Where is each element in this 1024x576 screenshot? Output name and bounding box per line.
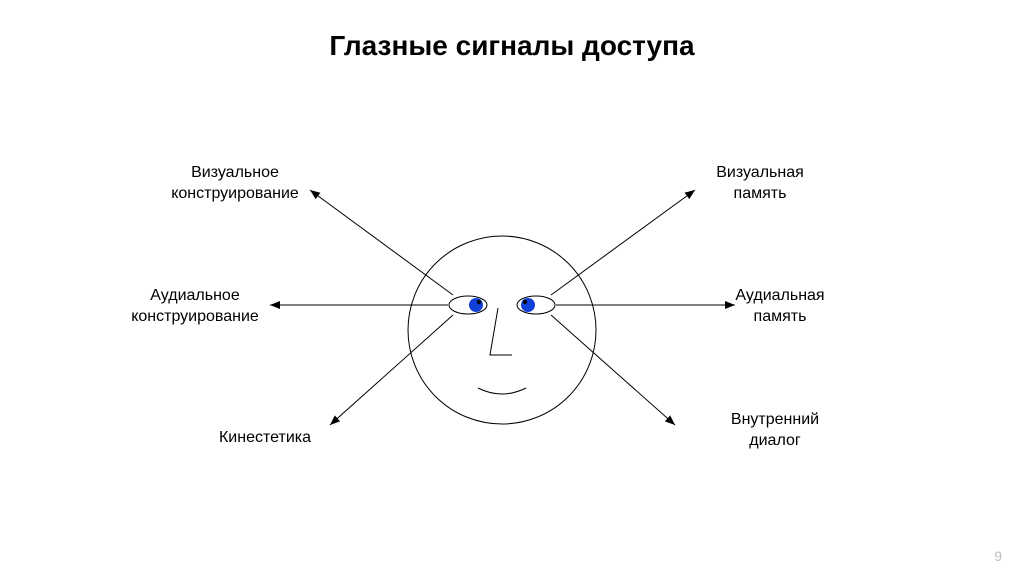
- label-vm: Визуальная память: [680, 163, 840, 205]
- left-pupil-dot: [477, 300, 481, 304]
- page-number: 9: [994, 548, 1002, 564]
- label-vc: Визуальное конструирование: [145, 163, 325, 205]
- arrow-k: [330, 315, 453, 425]
- right-pupil-dot: [523, 300, 527, 304]
- arrow-vm: [551, 190, 695, 295]
- label-ac: Аудиальное конструирование: [105, 286, 285, 328]
- label-am: Аудиальная память: [700, 286, 860, 328]
- arrow-id: [551, 315, 675, 425]
- right-pupil: [521, 298, 535, 312]
- arrow-vc: [310, 190, 453, 295]
- label-id: Внутренний диалог: [695, 410, 855, 452]
- label-k: Кинестетика: [185, 428, 345, 449]
- nose: [490, 308, 512, 355]
- left-pupil: [469, 298, 483, 312]
- mouth: [478, 388, 526, 394]
